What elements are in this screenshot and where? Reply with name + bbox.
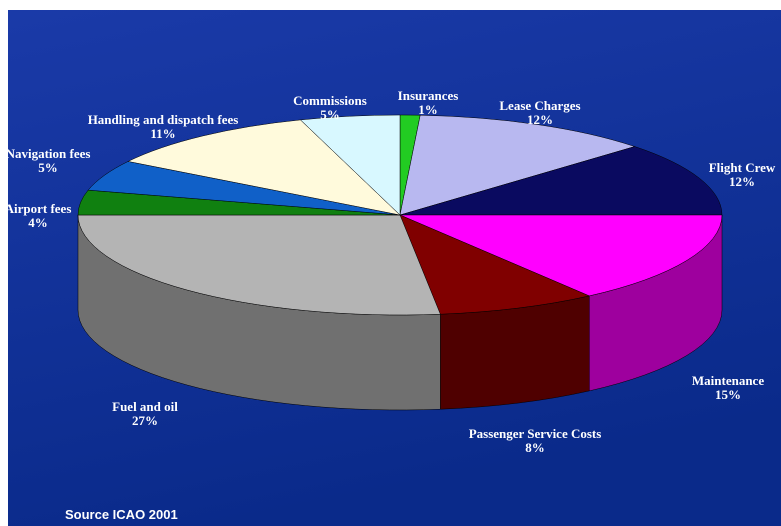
source-note: Source ICAO 2001 — [65, 507, 178, 522]
pie-slice — [399, 146, 723, 216]
slice-label: Handling and dispatch fees — [88, 112, 239, 127]
slice-value-label: 8% — [525, 440, 545, 455]
slice-label: Insurances — [398, 88, 459, 103]
pie-slice — [399, 114, 636, 216]
slice-value-label: 1% — [418, 102, 438, 117]
slice-label: Flight Crew — [709, 160, 776, 175]
pie-slice — [127, 119, 401, 216]
pie-slice — [299, 114, 401, 216]
slice-value-label: 5% — [320, 107, 340, 122]
pie-slice — [399, 214, 591, 315]
slice-label: Navigation fees — [6, 146, 91, 161]
pie-slice — [399, 214, 723, 297]
slice-value-label: 27% — [132, 413, 158, 428]
slice-label: Airport fees — [5, 201, 72, 216]
pie-slice — [77, 214, 441, 316]
slice-label: Fuel and oil — [112, 399, 178, 414]
slice-value-label: 12% — [729, 174, 755, 189]
slice-value-label: 5% — [38, 160, 58, 175]
slice-value-label: 11% — [150, 126, 175, 141]
slice-value-label: 4% — [28, 215, 48, 230]
slice-value-label: 12% — [527, 112, 553, 127]
slice-label: Commissions — [293, 93, 367, 108]
slice-label: Lease Charges — [499, 98, 580, 113]
slice-label: Passenger Service Costs — [469, 426, 602, 441]
slice-value-label: 15% — [715, 387, 741, 402]
slice-label: Maintenance — [692, 373, 764, 388]
